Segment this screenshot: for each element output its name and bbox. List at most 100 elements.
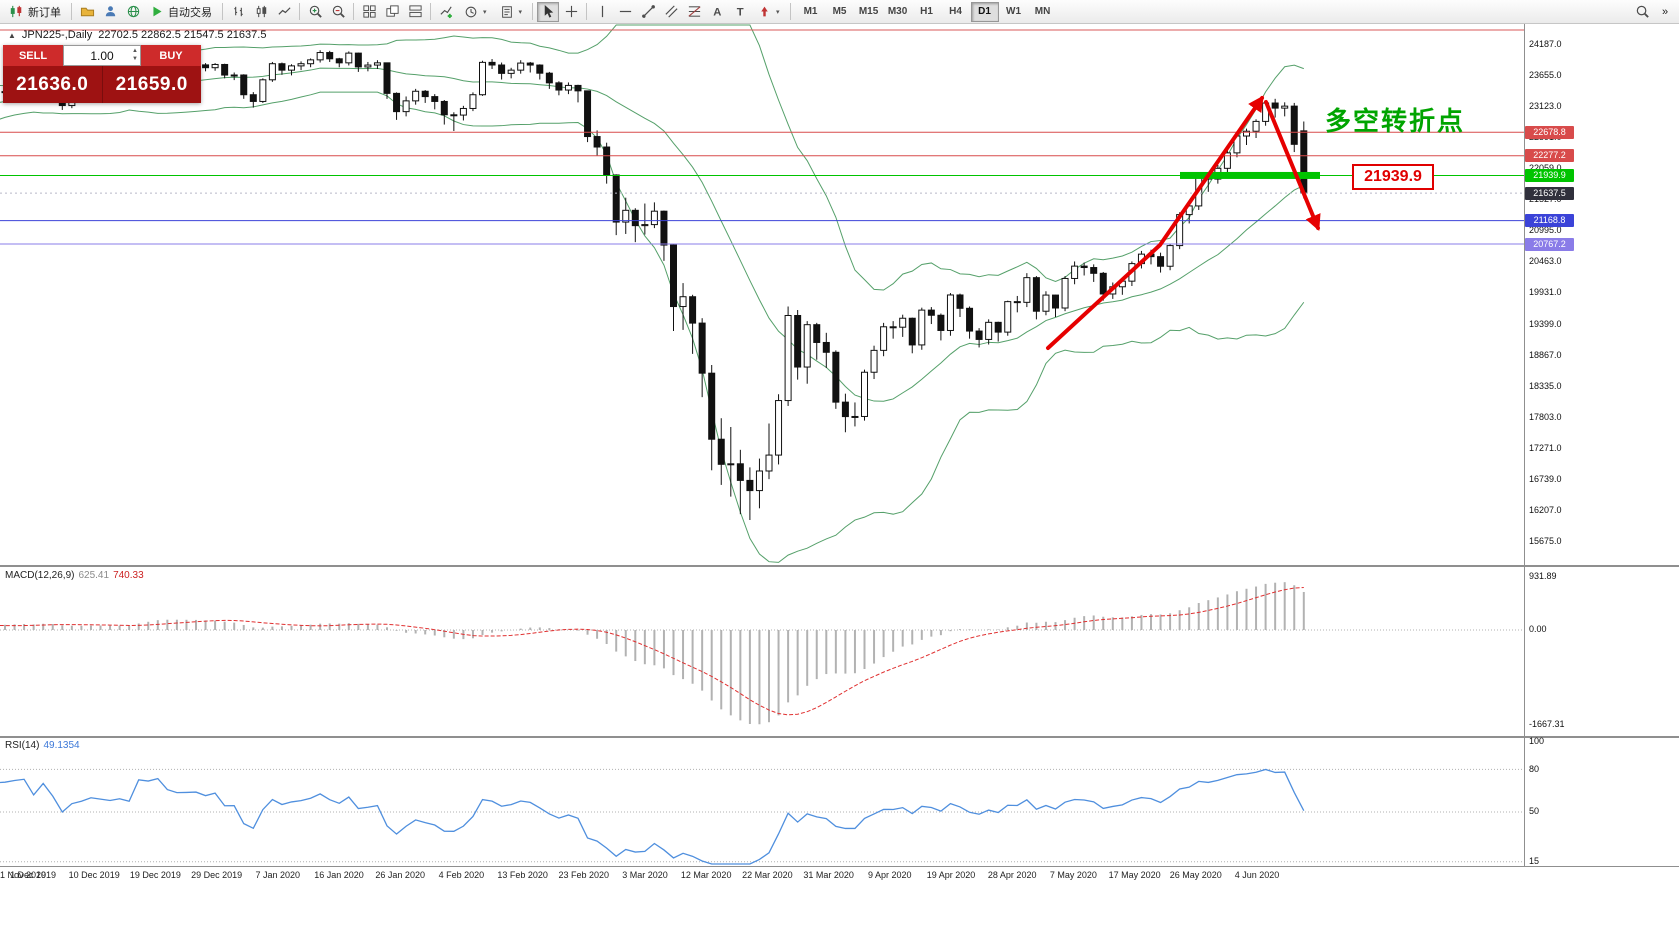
- macd-signal-value: 740.33: [113, 570, 144, 581]
- timeframe-m1[interactable]: M1: [803, 6, 818, 17]
- toolbar-separator: [353, 3, 354, 20]
- add-indicator-icon[interactable]: [435, 2, 457, 22]
- trendline-icon[interactable]: [637, 2, 659, 22]
- timeframe-w1[interactable]: W1: [1006, 6, 1022, 17]
- timeframe-d1[interactable]: D1: [970, 1, 999, 22]
- candle-body: [307, 59, 315, 65]
- tile-windows-icon[interactable]: [358, 2, 380, 22]
- fibonacci-icon[interactable]: [683, 2, 705, 22]
- line-chart-icon[interactable]: [273, 2, 295, 22]
- zoom-out-icon[interactable]: [327, 2, 349, 22]
- chart-symbol-header: ▲ JPN225-,Daily 22702.5 22862.5 21547.5 …: [8, 29, 266, 41]
- candle-body: [517, 62, 525, 71]
- search-icon[interactable]: [1631, 2, 1653, 22]
- timeframe-h1[interactable]: H1: [920, 6, 933, 17]
- templates-button[interactable]: ▾: [494, 2, 529, 22]
- candle-body: [259, 79, 267, 102]
- channel-icon[interactable]: [660, 2, 682, 22]
- arrange-windows-icon[interactable]: [404, 2, 426, 22]
- trend-arrow-down[interactable]: [1264, 100, 1321, 231]
- toolbar-overflow-button[interactable]: »: [1654, 2, 1676, 22]
- text-tool-icon[interactable]: A: [706, 2, 728, 22]
- arrows-tool-button[interactable]: ▾: [752, 2, 786, 22]
- sell-price[interactable]: 21636.0: [16, 73, 89, 95]
- annotations-layer: [1046, 95, 1321, 350]
- candle-body: [373, 62, 381, 66]
- timeframe-m30[interactable]: M30: [887, 6, 908, 17]
- candle-body: [717, 438, 725, 465]
- buy-price[interactable]: 21659.0: [115, 73, 188, 95]
- timeframe-m15[interactable]: M15: [858, 6, 879, 17]
- crosshair-icon[interactable]: [560, 2, 582, 22]
- candle-body: [880, 326, 888, 351]
- autotrading-button[interactable]: 自动交易: [145, 2, 218, 22]
- candle-body: [345, 52, 353, 64]
- profile-icon[interactable]: [99, 2, 121, 22]
- separator-macd-rsi[interactable]: [0, 736, 1679, 738]
- candle-body: [946, 294, 954, 331]
- vertical-line-icon[interactable]: [591, 2, 613, 22]
- candle-body: [612, 174, 620, 223]
- candle-body: [918, 309, 926, 346]
- candle-body: [297, 63, 305, 67]
- candle-body: [584, 90, 592, 138]
- overflow-chevrons: »: [1661, 5, 1669, 18]
- candle-body: [727, 463, 735, 466]
- volume-field[interactable]: 1.00 ▲ ▼: [63, 45, 141, 66]
- rsi-scale-80: 80: [1529, 764, 1540, 774]
- candle-body: [746, 479, 754, 492]
- bar-chart-icon[interactable]: [227, 2, 249, 22]
- candle-body: [402, 100, 410, 113]
- toolbar-separator: [586, 3, 588, 20]
- timeframe-mn[interactable]: MN: [1034, 6, 1051, 17]
- candle-body: [1013, 301, 1021, 304]
- zoom-in-icon[interactable]: [304, 2, 326, 22]
- candle-body: [1071, 265, 1079, 279]
- candle-body: [813, 324, 821, 343]
- rsi-name: RSI(14): [5, 740, 40, 751]
- folder-icon[interactable]: [76, 2, 98, 22]
- new-order-button[interactable]: 新订单: [3, 2, 67, 22]
- horizontal-line-icon[interactable]: [614, 2, 636, 22]
- cascade-windows-icon[interactable]: [381, 2, 403, 22]
- rsi-layer: [0, 768, 1524, 865]
- period-selector-button[interactable]: ▾: [458, 2, 493, 22]
- separator-main-macd[interactable]: [0, 565, 1679, 567]
- trend-arrow-up[interactable]: [1046, 95, 1264, 350]
- candle-body: [861, 371, 868, 417]
- candle-body: [1223, 152, 1231, 169]
- candle-body: [832, 351, 840, 403]
- rsi-value: 49.1354: [43, 740, 80, 751]
- label-tool-icon[interactable]: T: [729, 2, 751, 22]
- rsi-scale-50: 50: [1529, 806, 1540, 816]
- candle-body: [383, 62, 391, 94]
- candle-body: [975, 330, 983, 340]
- candle-body: [1290, 105, 1298, 145]
- volume-spinner[interactable]: ▲ ▼: [132, 48, 138, 62]
- toolbar-separator: [299, 3, 300, 20]
- macd-layer: [0, 582, 1524, 725]
- sell-button[interactable]: SELL: [3, 45, 63, 66]
- turning-point-annotation[interactable]: 多空转折点: [1325, 106, 1466, 136]
- macd-label: MACD(12,26,9) 625.41 740.33: [5, 570, 144, 581]
- candle-body: [507, 69, 515, 74]
- buy-button[interactable]: BUY: [141, 45, 201, 66]
- bollinger-middle: [0, 67, 1305, 402]
- caret-down-icon: ▾: [518, 8, 523, 16]
- candle-body: [536, 64, 544, 74]
- support-price-tag[interactable]: 21939.9: [1352, 164, 1434, 190]
- candle-body: [221, 63, 229, 76]
- cursor-icon[interactable]: [537, 1, 560, 22]
- timeframe-h4[interactable]: H4: [949, 6, 962, 17]
- candle-body: [354, 52, 362, 68]
- candle-body: [1023, 277, 1031, 303]
- candlestick-chart-icon[interactable]: [250, 2, 272, 22]
- candle-body: [526, 62, 534, 66]
- timeframe-m5[interactable]: M5: [832, 6, 847, 17]
- candle-body: [450, 114, 458, 117]
- candle-body: [641, 224, 649, 227]
- candle-body: [1166, 245, 1174, 267]
- support-zone-bar[interactable]: [1180, 171, 1320, 179]
- globe-icon[interactable]: [122, 2, 144, 22]
